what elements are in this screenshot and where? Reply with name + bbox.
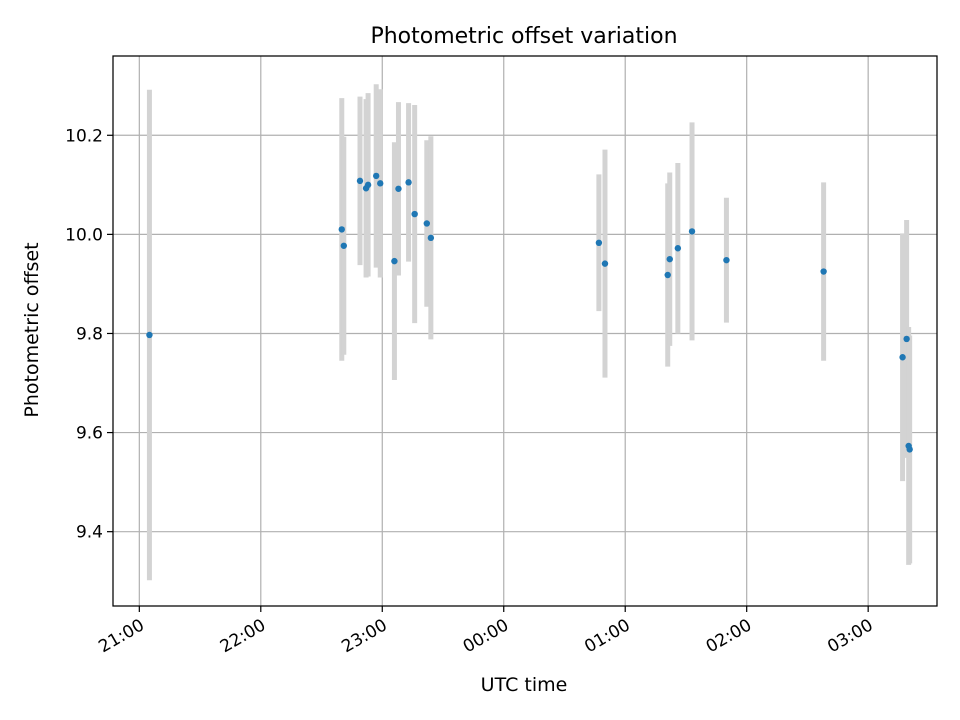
data-point <box>688 228 696 235</box>
y-tick-label: 10.2 <box>65 126 103 146</box>
y-axis-label: Photometric offset <box>21 242 43 417</box>
y-tick-label: 9.4 <box>76 523 103 543</box>
x-axis-label: UTC time <box>481 674 568 696</box>
plot-frame <box>112 55 938 607</box>
chart-title: Photometric offset variation <box>370 24 677 49</box>
data-point <box>364 181 372 189</box>
data-point <box>595 239 603 247</box>
data-point <box>372 172 380 180</box>
y-tick-label: 9.8 <box>76 324 103 344</box>
data-point <box>340 242 348 249</box>
data-point <box>723 256 730 264</box>
data-point <box>820 268 827 275</box>
data-point <box>391 257 398 265</box>
data-point <box>664 271 671 279</box>
data-point <box>427 234 435 242</box>
data-point <box>395 185 402 192</box>
data-point <box>338 226 345 233</box>
data-points <box>146 172 913 453</box>
data-point <box>666 255 673 263</box>
data-point <box>405 179 412 186</box>
y-tick-label: 10.0 <box>65 225 103 245</box>
data-point <box>356 177 364 185</box>
data-point <box>906 446 913 453</box>
data-point <box>601 260 609 267</box>
data-point <box>899 354 906 361</box>
data-point <box>423 220 431 227</box>
data-point <box>903 335 910 343</box>
data-point <box>674 245 682 252</box>
data-point <box>377 180 384 187</box>
data-point <box>411 210 418 218</box>
y-tick-label: 9.6 <box>76 424 103 444</box>
data-point <box>146 331 153 339</box>
